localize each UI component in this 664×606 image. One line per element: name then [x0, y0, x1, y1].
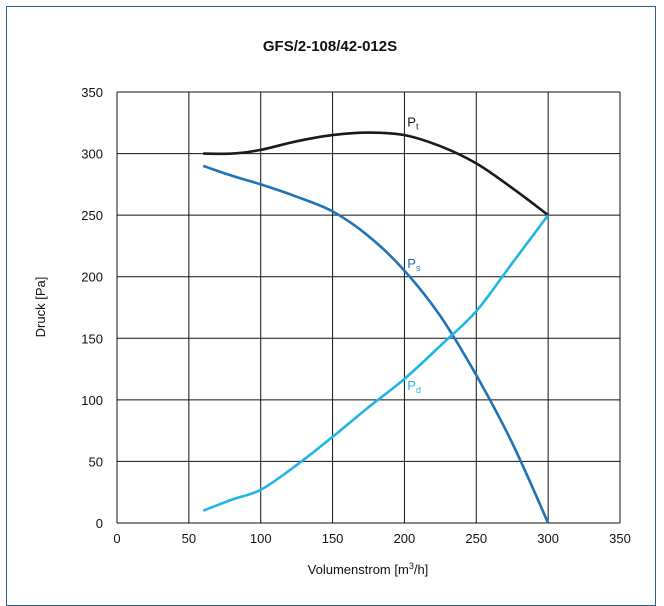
y-tick-label: 300 [81, 147, 103, 162]
series-line-pd [202, 214, 550, 512]
x-tick-label: 250 [465, 531, 487, 546]
x-axis-label-main: Volumenstrom [m [308, 562, 409, 577]
y-tick-label: 150 [81, 331, 103, 346]
y-axis-label: Druck [Pa] [33, 277, 48, 338]
x-tick-label: 100 [250, 531, 272, 546]
y-tick-label: 50 [89, 454, 103, 469]
series-line-ps [202, 164, 550, 524]
x-tick-label: 50 [182, 531, 196, 546]
series-label-main: P [407, 114, 416, 129]
series-label-pd: Pd [407, 378, 421, 395]
series-label-main: P [407, 256, 416, 271]
series-label-sub: t [416, 121, 419, 131]
x-tick-label: 300 [537, 531, 559, 546]
y-tick-label: 100 [81, 393, 103, 408]
y-tick-label: 350 [81, 85, 103, 100]
y-tick-label: 200 [81, 270, 103, 285]
x-tick-label: 150 [322, 531, 344, 546]
series-label-pt: Pt [407, 114, 419, 131]
x-axis-label-end: /h] [414, 562, 428, 577]
x-tick-label: 200 [394, 531, 416, 546]
series-label-ps: Ps [407, 256, 421, 273]
series-label-main: P [407, 378, 416, 393]
x-axis-label: Volumenstrom [m3/h] [308, 561, 429, 577]
ticks: 0 50 100 150 200 250 300 350 0 50 100 150 200 250 300 3… [81, 85, 631, 546]
y-tick-label: 0 [96, 516, 103, 531]
series-line-pt [203, 131, 549, 217]
x-tick-label: 350 [609, 531, 631, 546]
x-axis-label-sup: 3 [409, 561, 414, 571]
series-label-sub: s [416, 263, 421, 273]
series-label-sub: d [416, 385, 421, 395]
curves [202, 131, 550, 524]
x-tick-label: 0 [113, 531, 120, 546]
y-tick-label: 250 [81, 208, 103, 223]
chart-title: GFS/2-108/42-012S [263, 38, 397, 55]
grid [116, 91, 621, 524]
